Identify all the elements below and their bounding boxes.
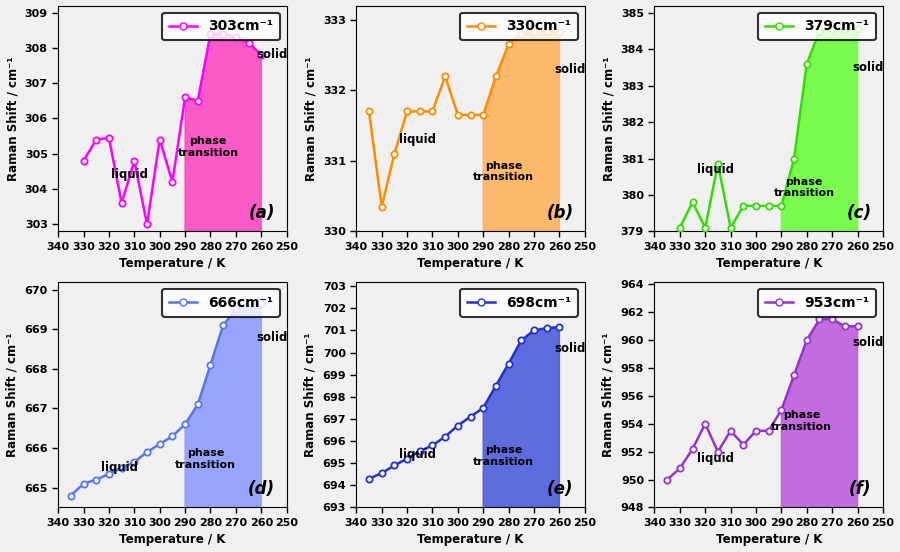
Legend: 953cm⁻¹: 953cm⁻¹ (758, 289, 876, 316)
X-axis label: Temperature / K: Temperature / K (716, 257, 822, 270)
Text: solid: solid (554, 342, 586, 354)
Text: liquid: liquid (101, 461, 138, 474)
Polygon shape (781, 29, 858, 231)
X-axis label: Temperature / K: Temperature / K (119, 257, 226, 270)
Y-axis label: Raman Shift / cm⁻¹: Raman Shift / cm⁻¹ (303, 332, 317, 457)
Text: solid: solid (256, 331, 288, 344)
Text: phase
transition: phase transition (771, 410, 832, 432)
Legend: 379cm⁻¹: 379cm⁻¹ (758, 13, 876, 40)
Y-axis label: Raman Shift / cm⁻¹: Raman Shift / cm⁻¹ (304, 56, 318, 181)
X-axis label: Temperature / K: Temperature / K (716, 533, 822, 546)
Text: solid: solid (554, 62, 586, 76)
X-axis label: Temperature / K: Temperature / K (418, 533, 524, 546)
Text: solid: solid (852, 61, 884, 74)
Legend: 330cm⁻¹: 330cm⁻¹ (460, 13, 578, 40)
Text: (a): (a) (248, 204, 275, 222)
Text: (f): (f) (849, 480, 871, 498)
Polygon shape (185, 304, 261, 507)
Text: phase
transition: phase transition (473, 161, 534, 182)
Text: phase
transition: phase transition (473, 445, 534, 467)
Polygon shape (483, 327, 560, 507)
Text: liquid: liquid (111, 168, 148, 182)
Polygon shape (781, 319, 858, 507)
X-axis label: Temperature / K: Temperature / K (119, 533, 226, 546)
Text: (e): (e) (547, 480, 573, 498)
Text: phase
transition: phase transition (774, 177, 834, 198)
Text: solid: solid (852, 337, 884, 349)
Text: phase
transition: phase transition (175, 448, 236, 470)
Legend: 303cm⁻¹: 303cm⁻¹ (162, 13, 280, 40)
Text: (d): (d) (248, 480, 275, 498)
Text: (b): (b) (546, 204, 573, 222)
Y-axis label: Raman Shift / cm⁻¹: Raman Shift / cm⁻¹ (602, 56, 616, 181)
Legend: 666cm⁻¹: 666cm⁻¹ (162, 289, 280, 316)
Y-axis label: Raman Shift / cm⁻¹: Raman Shift / cm⁻¹ (602, 332, 615, 457)
Polygon shape (483, 33, 560, 231)
Text: (c): (c) (846, 204, 871, 222)
Y-axis label: Raman Shift / cm⁻¹: Raman Shift / cm⁻¹ (5, 332, 19, 457)
Text: liquid: liquid (697, 452, 734, 465)
Text: solid: solid (256, 49, 288, 61)
Text: phase
transition: phase transition (177, 136, 238, 158)
Text: liquid: liquid (399, 133, 436, 146)
Legend: 698cm⁻¹: 698cm⁻¹ (460, 289, 578, 316)
Polygon shape (185, 34, 261, 231)
X-axis label: Temperature / K: Temperature / K (418, 257, 524, 270)
Text: liquid: liquid (697, 163, 734, 176)
Text: liquid: liquid (399, 448, 436, 461)
Y-axis label: Raman Shift / cm⁻¹: Raman Shift / cm⁻¹ (6, 56, 19, 181)
